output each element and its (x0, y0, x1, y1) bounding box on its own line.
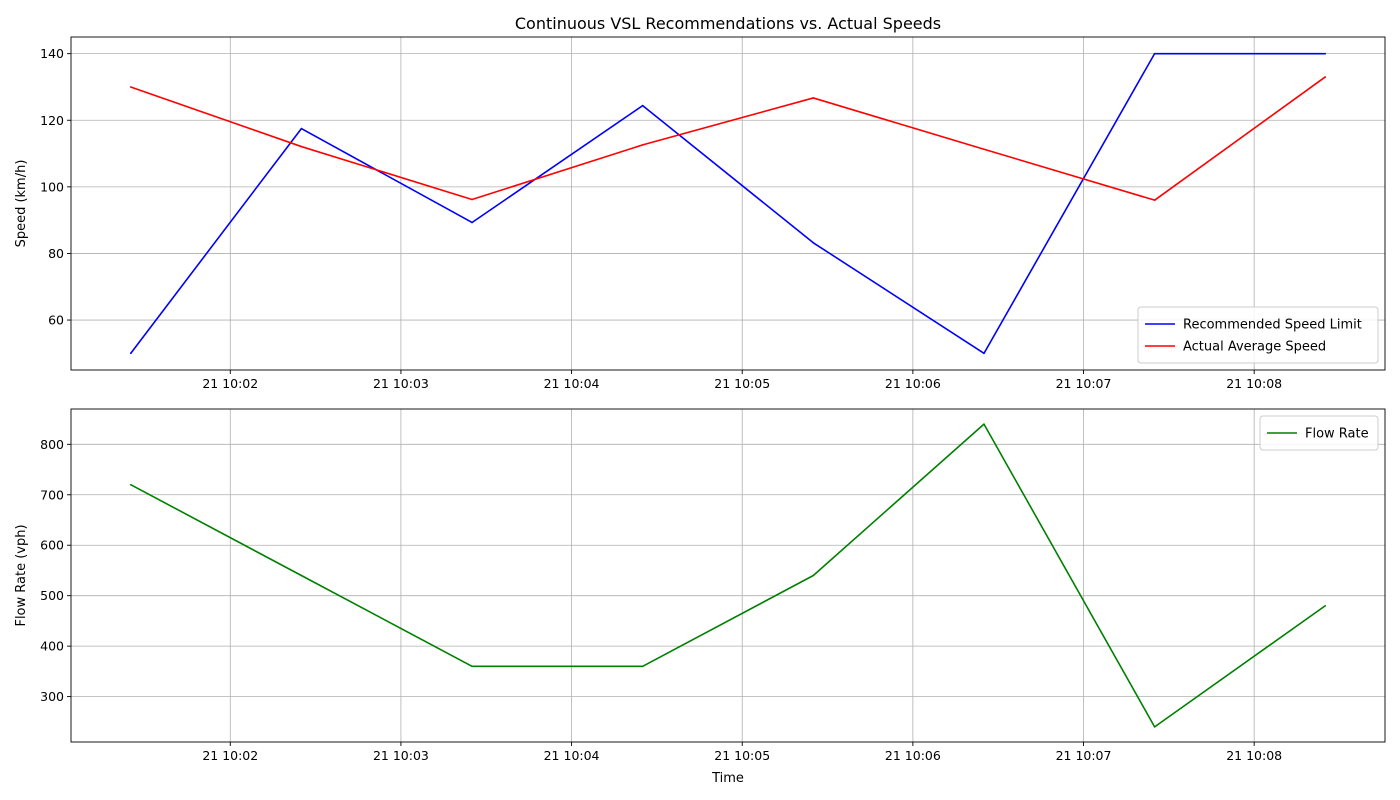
y-tick-label: 800 (40, 437, 64, 452)
data-point (471, 665, 473, 668)
chart-2: 21 10:02 21 10:03 21 10:04 21 10:05 21 10:06… (14, 408, 1386, 786)
y-axis-label: Flow Rate (vph) (14, 524, 29, 626)
y-tick-label: 100 (40, 179, 64, 194)
legend-box (1259, 415, 1379, 451)
x-tick-label: 21 10:06 (885, 748, 941, 763)
data-point (812, 97, 815, 99)
legend-label: Actual Average Speed (1183, 340, 1326, 355)
x-tick-label: 21 10:08 (1226, 748, 1282, 763)
x-tick-label: 21 10:02 (202, 376, 258, 391)
data-point (641, 144, 644, 146)
chart-title: Continuous VSL Recommendations vs. Actua… (515, 14, 941, 33)
axes-frame (70, 36, 1386, 371)
x-tick-label: 21 10:06 (885, 376, 941, 391)
x-tick-label: 21 10:04 (544, 376, 600, 391)
x-tick-label: 21 10:07 (1056, 376, 1112, 391)
x-tick-label: 21 10:05 (714, 748, 770, 763)
series-line (130, 76, 1326, 201)
y-tick-label: 120 (40, 113, 64, 128)
data-point (1324, 76, 1327, 78)
data-point (812, 574, 815, 577)
data-point (1324, 52, 1327, 55)
data-point (641, 665, 644, 668)
y-tick-label: 400 (40, 639, 64, 654)
legend-label: Flow Rate (1305, 427, 1369, 442)
data-point (471, 198, 473, 201)
y-tick-label: 500 (40, 588, 64, 603)
data-point (1324, 604, 1327, 607)
data-point (300, 574, 303, 577)
data-point (471, 221, 473, 224)
data-point (300, 145, 303, 148)
x-tick-label: 21 10:02 (202, 748, 258, 763)
data-point (983, 423, 985, 425)
data-point (129, 352, 132, 355)
y-axis-label: Speed (km/h) (14, 160, 29, 248)
series-line (130, 52, 1326, 355)
data-point (1153, 199, 1156, 201)
y-tick-label: 300 (40, 689, 64, 704)
data-point (129, 86, 132, 88)
legend: Recommended Speed Limit Actual Average Sp… (1137, 306, 1379, 364)
data-point (983, 148, 985, 151)
legend-label: Recommended Speed Limit (1183, 318, 1362, 333)
data-point (983, 352, 985, 355)
y-tick-label: 700 (40, 487, 64, 502)
y-tick-label: 80 (48, 246, 64, 261)
x-tick-label: 21 10:04 (544, 748, 600, 763)
data-point (641, 104, 644, 107)
data-point (1153, 52, 1156, 55)
data-point (812, 241, 815, 244)
data-point (300, 127, 303, 130)
axes-frame (70, 408, 1386, 743)
y-tick-label: 140 (40, 46, 64, 61)
legend: Flow Rate (1259, 415, 1379, 451)
y-tick-label: 60 (48, 313, 64, 328)
data-point (1153, 726, 1156, 728)
x-tick-label: 21 10:03 (373, 748, 429, 763)
x-tick-label: 21 10:08 (1226, 376, 1282, 391)
data-point (129, 483, 132, 486)
x-tick-label: 21 10:05 (714, 376, 770, 391)
chart-1: 21 10:02 21 10:03 21 10:04 21 10:05 21 10:06… (14, 14, 1386, 391)
x-tick-label: 21 10:03 (373, 376, 429, 391)
y-tick-label: 600 (40, 538, 64, 553)
legend-box (1137, 306, 1379, 364)
x-axis-label: Time (711, 771, 744, 786)
series-line (130, 423, 1326, 728)
x-tick-label: 21 10:07 (1056, 748, 1112, 763)
